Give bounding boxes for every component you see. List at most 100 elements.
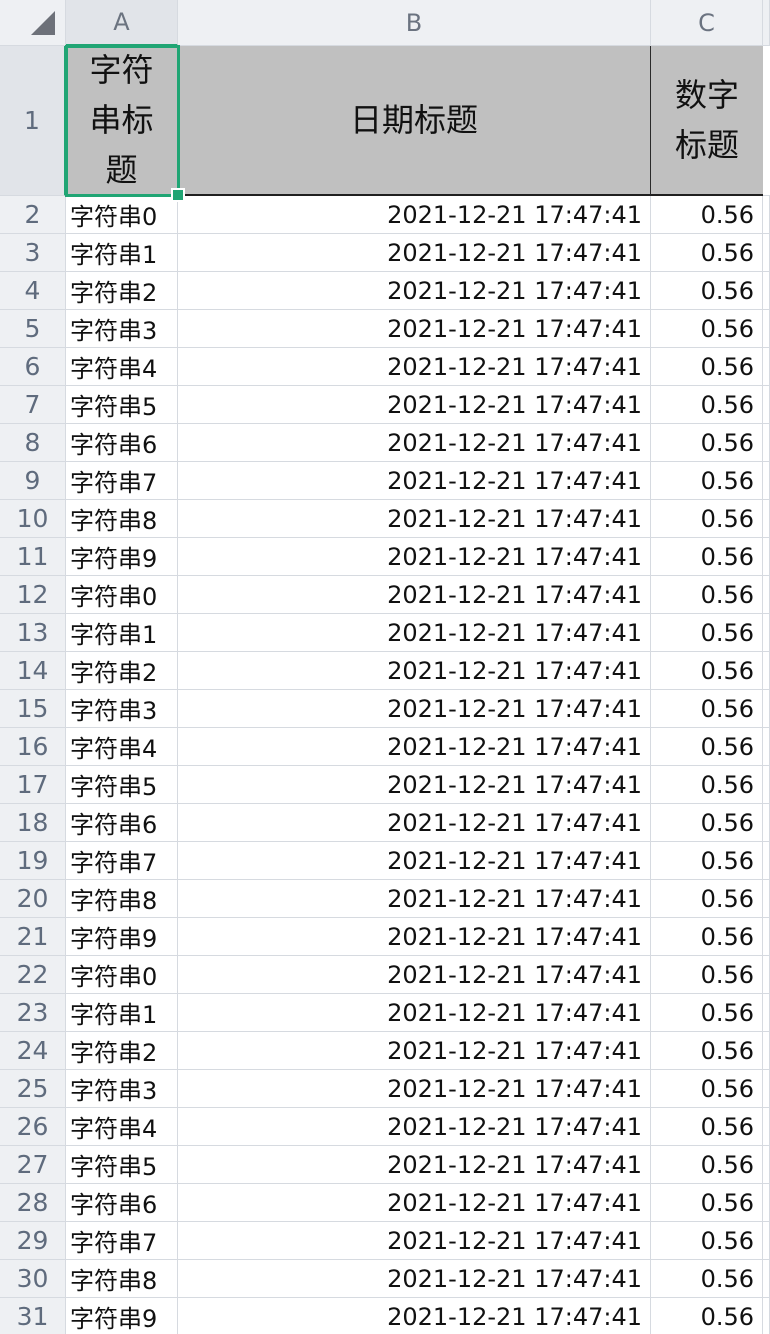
cell-a[interactable]: 字符串2 — [66, 1032, 178, 1070]
cell-a[interactable]: 字符串7 — [66, 1222, 178, 1260]
cell-b[interactable]: 2021-12-21 17:47:41 — [178, 1222, 651, 1260]
cell-a[interactable]: 字符串2 — [66, 272, 178, 310]
cell-c[interactable]: 0.56 — [651, 234, 763, 272]
cell-c1[interactable]: 数字标题 — [651, 46, 763, 196]
cell-a[interactable]: 字符串5 — [66, 386, 178, 424]
cell-a[interactable]: 字符串1 — [66, 614, 178, 652]
cell-a[interactable]: 字符串9 — [66, 538, 178, 576]
cell-d[interactable] — [763, 728, 770, 766]
cell-b[interactable]: 2021-12-21 17:47:41 — [178, 766, 651, 804]
row-header[interactable]: 13 — [0, 614, 66, 652]
cell-d[interactable] — [763, 1184, 770, 1222]
cell-a1[interactable]: 字符串标题 — [66, 46, 178, 196]
cell-a[interactable]: 字符串4 — [66, 348, 178, 386]
cell-c[interactable]: 0.56 — [651, 842, 763, 880]
row-header[interactable]: 7 — [0, 386, 66, 424]
row-header[interactable]: 31 — [0, 1298, 66, 1334]
cell-d[interactable] — [763, 576, 770, 614]
cell-d[interactable] — [763, 1070, 770, 1108]
cell-b[interactable]: 2021-12-21 17:47:41 — [178, 652, 651, 690]
row-header[interactable]: 21 — [0, 918, 66, 956]
cell-a[interactable]: 字符串9 — [66, 918, 178, 956]
cell-d[interactable] — [763, 272, 770, 310]
cell-a[interactable]: 字符串8 — [66, 500, 178, 538]
column-header-d-partial[interactable] — [763, 0, 770, 46]
cell-a[interactable]: 字符串4 — [66, 1108, 178, 1146]
cell-b[interactable]: 2021-12-21 17:47:41 — [178, 994, 651, 1032]
cell-d[interactable] — [763, 1260, 770, 1298]
cell-d[interactable] — [763, 196, 770, 234]
cell-d[interactable] — [763, 1146, 770, 1184]
cell-a[interactable]: 字符串0 — [66, 576, 178, 614]
cell-a[interactable]: 字符串7 — [66, 462, 178, 500]
row-header[interactable]: 12 — [0, 576, 66, 614]
cell-d[interactable] — [763, 804, 770, 842]
cell-a[interactable]: 字符串3 — [66, 690, 178, 728]
cell-d[interactable] — [763, 310, 770, 348]
cell-c[interactable]: 0.56 — [651, 196, 763, 234]
cell-b[interactable]: 2021-12-21 17:47:41 — [178, 1184, 651, 1222]
row-header[interactable]: 29 — [0, 1222, 66, 1260]
cell-a[interactable]: 字符串2 — [66, 652, 178, 690]
cell-d[interactable] — [763, 462, 770, 500]
row-header[interactable]: 28 — [0, 1184, 66, 1222]
select-all-corner[interactable] — [0, 0, 66, 46]
cell-b[interactable]: 2021-12-21 17:47:41 — [178, 576, 651, 614]
cell-a[interactable]: 字符串3 — [66, 1070, 178, 1108]
cell-b[interactable]: 2021-12-21 17:47:41 — [178, 462, 651, 500]
row-header[interactable]: 26 — [0, 1108, 66, 1146]
cell-a[interactable]: 字符串0 — [66, 956, 178, 994]
cell-b[interactable]: 2021-12-21 17:47:41 — [178, 196, 651, 234]
cell-c[interactable]: 0.56 — [651, 1108, 763, 1146]
cell-b[interactable]: 2021-12-21 17:47:41 — [178, 500, 651, 538]
cell-c[interactable]: 0.56 — [651, 1298, 763, 1334]
cell-a[interactable]: 字符串5 — [66, 766, 178, 804]
row-header[interactable]: 3 — [0, 234, 66, 272]
row-header[interactable]: 27 — [0, 1146, 66, 1184]
row-header[interactable]: 9 — [0, 462, 66, 500]
cell-a[interactable]: 字符串6 — [66, 424, 178, 462]
cell-b[interactable]: 2021-12-21 17:47:41 — [178, 538, 651, 576]
cell-d[interactable] — [763, 538, 770, 576]
row-header[interactable]: 8 — [0, 424, 66, 462]
cell-d[interactable] — [763, 766, 770, 804]
cell-c[interactable]: 0.56 — [651, 310, 763, 348]
cell-d[interactable] — [763, 880, 770, 918]
cell-b[interactable]: 2021-12-21 17:47:41 — [178, 1032, 651, 1070]
cell-b[interactable]: 2021-12-21 17:47:41 — [178, 1146, 651, 1184]
row-header[interactable]: 22 — [0, 956, 66, 994]
cell-c[interactable]: 0.56 — [651, 1222, 763, 1260]
cell-b[interactable]: 2021-12-21 17:47:41 — [178, 348, 651, 386]
cell-b[interactable]: 2021-12-21 17:47:41 — [178, 690, 651, 728]
cell-b[interactable]: 2021-12-21 17:47:41 — [178, 918, 651, 956]
cell-d1[interactable] — [763, 46, 770, 196]
cell-c[interactable]: 0.56 — [651, 348, 763, 386]
cell-a[interactable]: 字符串0 — [66, 196, 178, 234]
cell-c[interactable]: 0.56 — [651, 272, 763, 310]
cell-c[interactable]: 0.56 — [651, 386, 763, 424]
cell-d[interactable] — [763, 652, 770, 690]
cell-d[interactable] — [763, 690, 770, 728]
cell-d[interactable] — [763, 1222, 770, 1260]
cell-c[interactable]: 0.56 — [651, 804, 763, 842]
cell-c[interactable]: 0.56 — [651, 1146, 763, 1184]
row-header[interactable]: 2 — [0, 196, 66, 234]
cell-d[interactable] — [763, 386, 770, 424]
cell-d[interactable] — [763, 614, 770, 652]
cell-c[interactable]: 0.56 — [651, 462, 763, 500]
row-header[interactable]: 15 — [0, 690, 66, 728]
cell-d[interactable] — [763, 842, 770, 880]
cell-c[interactable]: 0.56 — [651, 766, 763, 804]
fill-handle[interactable] — [171, 188, 185, 202]
cell-a[interactable]: 字符串1 — [66, 994, 178, 1032]
cell-d[interactable] — [763, 994, 770, 1032]
row-header[interactable]: 25 — [0, 1070, 66, 1108]
cell-d[interactable] — [763, 500, 770, 538]
cell-a[interactable]: 字符串8 — [66, 880, 178, 918]
cell-b[interactable]: 2021-12-21 17:47:41 — [178, 804, 651, 842]
column-header-a[interactable]: A — [66, 0, 178, 46]
row-header[interactable]: 18 — [0, 804, 66, 842]
cell-c[interactable]: 0.56 — [651, 728, 763, 766]
column-header-b[interactable]: B — [178, 0, 651, 46]
row-header[interactable]: 1 — [0, 46, 66, 196]
